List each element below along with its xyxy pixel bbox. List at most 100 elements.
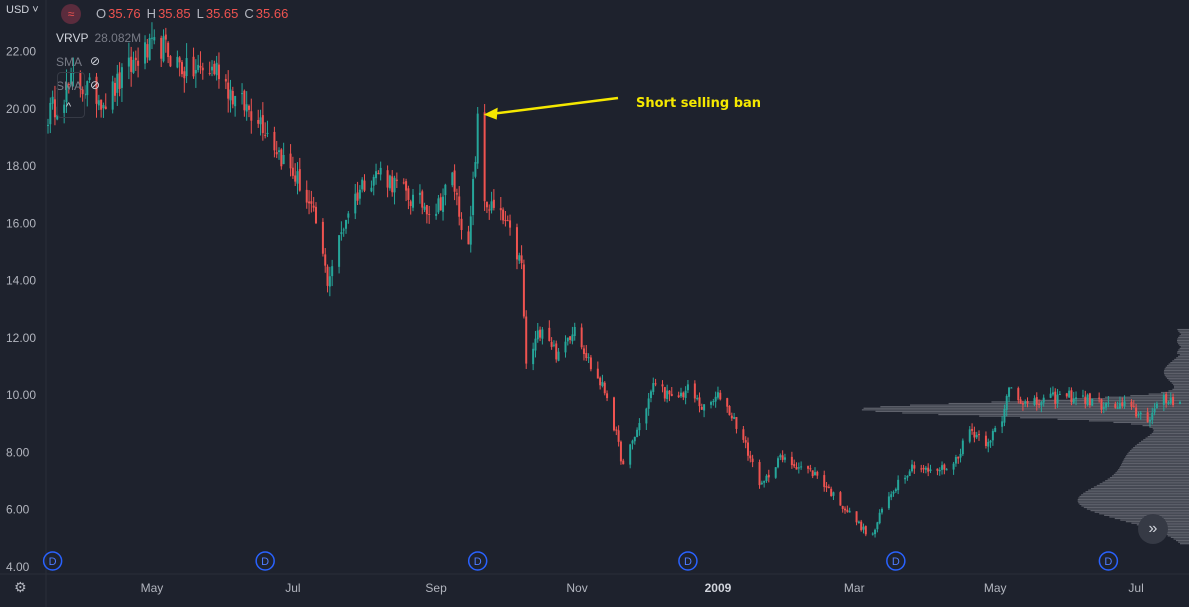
currency-label[interactable]: USD xyxy=(6,4,30,16)
candle-body xyxy=(509,220,512,228)
candle-body xyxy=(257,119,260,124)
ohlc-legend: O 35.76 H 35.85 L 35.65 C 35.66 xyxy=(96,6,292,21)
dividend-marker[interactable]: D xyxy=(886,551,906,571)
volume-profile-bar xyxy=(1085,491,1189,493)
candle-body xyxy=(409,201,412,206)
candle-body xyxy=(744,440,747,443)
candle-body xyxy=(726,398,729,407)
volume-profile-bar xyxy=(1020,417,1189,419)
symbol-logo-icon[interactable]: ≈ xyxy=(61,4,81,24)
hidden-eye-icon[interactable]: ⊘ xyxy=(90,54,101,68)
candle-body xyxy=(1072,398,1075,403)
volume-profile-bar xyxy=(1151,432,1189,435)
y-tick-label: 6.00 xyxy=(6,503,30,517)
indicator-vrvp[interactable]: VRVP 28.082M xyxy=(56,31,141,45)
candle-body xyxy=(515,227,518,260)
volume-profile-bar xyxy=(1168,363,1189,365)
candle-body xyxy=(113,82,116,96)
candle-body xyxy=(490,201,493,211)
candle-body xyxy=(328,276,331,287)
candle-body xyxy=(65,82,68,103)
y-tick-label: 10.00 xyxy=(6,388,36,402)
volume-profile-bar xyxy=(1176,539,1189,542)
candle-body xyxy=(199,65,202,68)
volume-profile-bar xyxy=(1164,368,1189,370)
indicator-sma-2[interactable]: SMA xyxy=(56,79,82,93)
volume-profile-bar xyxy=(1090,487,1189,490)
candle-body xyxy=(211,66,214,71)
volume-profile-bar xyxy=(1153,431,1189,433)
volume-profile-bar xyxy=(902,412,1189,414)
candle-body xyxy=(201,67,204,71)
collapse-legend-button[interactable]: ^ xyxy=(57,72,85,118)
candle-body xyxy=(973,431,976,438)
candle-body xyxy=(975,434,978,438)
dividend-marker[interactable]: D xyxy=(678,551,698,571)
candle-body xyxy=(733,416,736,419)
candle-body xyxy=(418,192,421,195)
candle-body xyxy=(954,457,957,464)
volume-profile-bar xyxy=(1179,347,1189,350)
candle-body xyxy=(1024,401,1027,404)
candle-body xyxy=(100,99,103,110)
y-tick-label: 4.00 xyxy=(6,560,30,574)
candle-body xyxy=(1107,402,1110,404)
candle-body xyxy=(742,429,745,440)
volume-profile-bar xyxy=(1120,465,1189,468)
candle-body xyxy=(1137,413,1140,416)
candle-body xyxy=(1019,399,1022,404)
candle-body xyxy=(1040,402,1043,406)
dividend-marker[interactable]: D xyxy=(467,551,488,571)
candle-body xyxy=(532,348,535,365)
candle-body xyxy=(777,458,780,468)
candle-body xyxy=(1179,402,1181,405)
candle-body xyxy=(887,496,890,509)
dividend-marker[interactable]: D xyxy=(255,551,275,571)
candle-body xyxy=(760,482,763,485)
candle-body xyxy=(354,193,357,214)
indicator-sma-1[interactable]: SMA xyxy=(56,55,82,69)
candle-body xyxy=(1102,407,1105,409)
candle-body xyxy=(555,343,558,360)
candle-body xyxy=(116,73,119,93)
candle-body xyxy=(619,441,622,462)
dividend-marker[interactable]: D xyxy=(1098,551,1119,571)
candle-body xyxy=(663,387,666,399)
settings-icon[interactable]: ⚙ xyxy=(14,579,27,595)
dividend-circle xyxy=(678,551,698,571)
candle-body xyxy=(1088,393,1091,406)
volume-profile-bar xyxy=(1170,536,1189,538)
candle-body xyxy=(846,509,849,512)
y-tick-label: 20.00 xyxy=(6,102,36,116)
candle-body xyxy=(1058,393,1061,395)
candle-body xyxy=(548,327,551,342)
candle-body xyxy=(499,208,502,211)
dividend-marker[interactable]: D xyxy=(42,551,63,571)
currency-selector[interactable]: USD ˅ xyxy=(6,4,39,16)
candle-body xyxy=(582,348,585,355)
candle-body xyxy=(913,465,916,469)
scroll-to-realtime-button[interactable]: » xyxy=(1138,514,1168,544)
candle-body xyxy=(1003,408,1006,423)
indicator-name: SMA xyxy=(56,55,83,69)
candle-body xyxy=(261,115,264,134)
candle-body xyxy=(573,326,576,337)
candle-body xyxy=(564,341,567,353)
volume-profile-bar xyxy=(1153,429,1189,431)
volume-profile-bar xyxy=(1164,369,1189,372)
candle-body xyxy=(728,406,731,416)
dividend-label: D xyxy=(1104,556,1112,568)
volume-profile-bar xyxy=(1177,350,1189,353)
candle-body xyxy=(176,56,179,68)
volume-profile-bar xyxy=(1088,489,1189,491)
candle-body xyxy=(164,34,167,40)
candle-body xyxy=(469,216,472,245)
open-label: O xyxy=(96,6,107,21)
candle-body xyxy=(638,423,641,431)
hidden-eye-icon[interactable]: ⊘ xyxy=(90,78,101,92)
volume-profile-bar xyxy=(1177,339,1189,342)
